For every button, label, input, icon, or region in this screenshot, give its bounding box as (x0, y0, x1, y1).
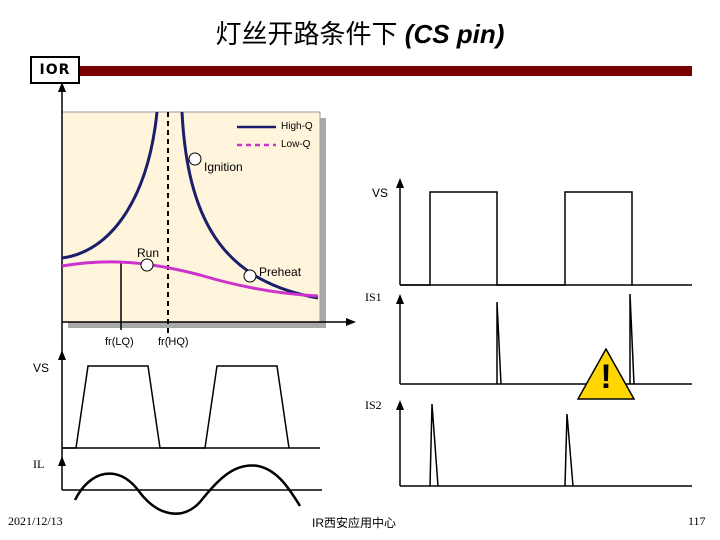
freq-axis-arrow (346, 318, 356, 326)
footer-date: 2021/12/13 (8, 514, 63, 528)
ignition-label: Ignition (204, 160, 243, 174)
il-sine (73, 464, 302, 515)
is2-label: IS2 (365, 398, 382, 412)
slide-title: 灯丝开路条件下 (CS pin) (0, 14, 720, 51)
vs-left-wave (62, 365, 290, 449)
vs-right-label: VS (372, 186, 389, 200)
ir-logo: IOR (30, 56, 80, 84)
is1-label: IS1 (365, 290, 382, 304)
warning-symbol: ! (600, 358, 612, 396)
preheat-marker (243, 269, 257, 283)
fr-hq-label: fr(HQ) (158, 336, 189, 348)
footer-page-number: 117 (688, 514, 706, 528)
warning-icon: ! (577, 348, 635, 400)
high-q-curve (61, 111, 159, 260)
is2-spike-2 (564, 413, 574, 487)
il-label: IL (33, 457, 45, 471)
title-chinese: 灯丝开路条件下 (215, 19, 398, 49)
high-q-curve-right (180, 111, 319, 300)
is1-spike-1 (496, 301, 502, 385)
is2-spike-1 (429, 403, 439, 487)
header-bar (76, 66, 692, 76)
footer-center: IR西安应用中心 (312, 516, 397, 530)
vs-right-wave (400, 191, 633, 286)
legend-low-q-label: Low-Q (281, 139, 311, 150)
title-english: (CS pin) (404, 19, 505, 49)
low-q-curve (61, 260, 319, 298)
fr-lq-label: fr(LQ) (105, 336, 134, 348)
vs-left-label: VS (33, 361, 50, 375)
ignition-marker (188, 152, 202, 166)
preheat-label: Preheat (259, 265, 302, 279)
is1-spike-2 (629, 293, 635, 385)
left-axis-arrow (58, 82, 66, 92)
legend-high-q-label: High-Q (281, 121, 313, 132)
run-label: Run (137, 246, 160, 260)
run-marker (140, 258, 154, 272)
